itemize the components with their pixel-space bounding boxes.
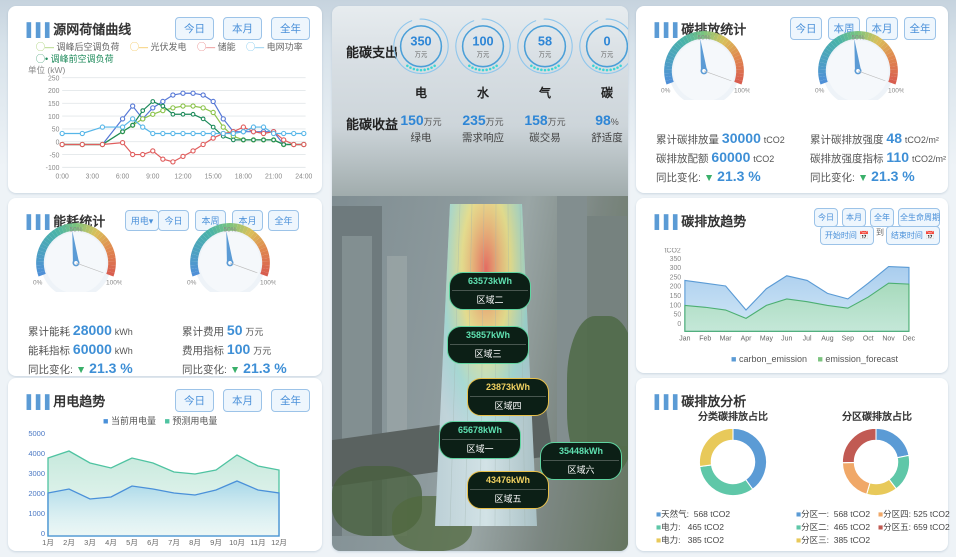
svg-text:100: 100 (48, 114, 60, 121)
svg-text:4000: 4000 (28, 449, 45, 458)
svg-text:100%: 100% (734, 87, 750, 94)
svg-text:21:00: 21:00 (265, 173, 282, 180)
svg-text:300: 300 (670, 265, 682, 272)
svg-text:350: 350 (670, 256, 682, 263)
svg-text:1000: 1000 (28, 509, 45, 518)
svg-text:0: 0 (56, 139, 60, 146)
svg-text:100%: 100% (888, 87, 904, 94)
svg-text:100: 100 (472, 33, 493, 48)
svg-text:50: 50 (673, 312, 681, 319)
svg-text:万元: 万元 (601, 50, 614, 58)
svg-text:3月: 3月 (84, 538, 96, 547)
svg-text:2000: 2000 (28, 489, 45, 498)
svg-text:11月: 11月 (250, 538, 265, 547)
svg-text:Jan: Jan (679, 336, 690, 343)
svg-text:50%: 50% (697, 34, 710, 41)
svg-text:100%: 100% (106, 279, 122, 286)
svg-text:50%: 50% (69, 226, 82, 233)
svg-text:250: 250 (670, 274, 682, 281)
svg-text:0%: 0% (661, 87, 671, 94)
svg-text:7月: 7月 (168, 538, 180, 547)
svg-text:6月: 6月 (147, 538, 159, 547)
svg-text:200: 200 (670, 284, 682, 291)
svg-text:100%: 100% (260, 279, 276, 286)
svg-text:150: 150 (670, 293, 682, 300)
svg-text:0%: 0% (815, 87, 825, 94)
svg-text:Aug: Aug (821, 336, 833, 343)
svg-text:-50: -50 (50, 152, 60, 159)
svg-text:9:00: 9:00 (146, 173, 160, 180)
svg-text:50%: 50% (223, 226, 236, 233)
svg-text:Sep: Sep (842, 336, 854, 343)
svg-text:15:00: 15:00 (205, 173, 222, 180)
svg-text:0: 0 (41, 529, 45, 538)
svg-text:万元: 万元 (415, 50, 428, 58)
svg-text:10月: 10月 (229, 538, 245, 547)
svg-text:-100: -100 (46, 165, 60, 172)
svg-text:4月: 4月 (105, 538, 117, 547)
svg-text:3000: 3000 (28, 469, 45, 478)
svg-text:3:00: 3:00 (86, 173, 100, 180)
svg-text:Dec: Dec (903, 336, 916, 343)
svg-text:万元: 万元 (477, 50, 490, 58)
svg-text:8月: 8月 (189, 538, 201, 547)
svg-text:200: 200 (48, 88, 60, 95)
svg-text:250: 250 (48, 75, 60, 82)
svg-text:Oct: Oct (863, 336, 874, 343)
svg-text:350: 350 (410, 33, 431, 48)
svg-text:150: 150 (48, 101, 60, 108)
svg-text:9月: 9月 (210, 538, 222, 547)
svg-text:50: 50 (52, 127, 60, 134)
svg-text:12:00: 12:00 (174, 173, 191, 180)
svg-text:12月: 12月 (271, 538, 287, 547)
svg-text:18:00: 18:00 (235, 173, 252, 180)
svg-text:1月: 1月 (42, 538, 54, 547)
svg-text:58: 58 (538, 33, 552, 48)
svg-text:5000: 5000 (28, 429, 45, 438)
svg-text:Feb: Feb (699, 336, 711, 343)
svg-text:万元: 万元 (539, 50, 552, 58)
svg-text:0: 0 (603, 33, 610, 48)
svg-text:50%: 50% (851, 34, 864, 41)
svg-text:Nov: Nov (882, 336, 895, 343)
svg-text:0%: 0% (33, 279, 43, 286)
svg-text:Jul: Jul (803, 336, 812, 343)
svg-text:5月: 5月 (126, 538, 138, 547)
svg-text:100: 100 (670, 302, 682, 309)
svg-text:Mar: Mar (720, 336, 733, 343)
svg-text:2月: 2月 (63, 538, 75, 547)
svg-text:0: 0 (677, 321, 681, 328)
svg-text:0:00: 0:00 (55, 173, 69, 180)
svg-text:6:00: 6:00 (116, 173, 130, 180)
svg-text:May: May (760, 336, 774, 343)
svg-text:24:00: 24:00 (295, 173, 312, 180)
svg-text:tCO2: tCO2 (665, 248, 681, 255)
svg-text:Jun: Jun (781, 336, 792, 343)
svg-text:0%: 0% (187, 279, 197, 286)
svg-text:Apr: Apr (741, 336, 752, 343)
